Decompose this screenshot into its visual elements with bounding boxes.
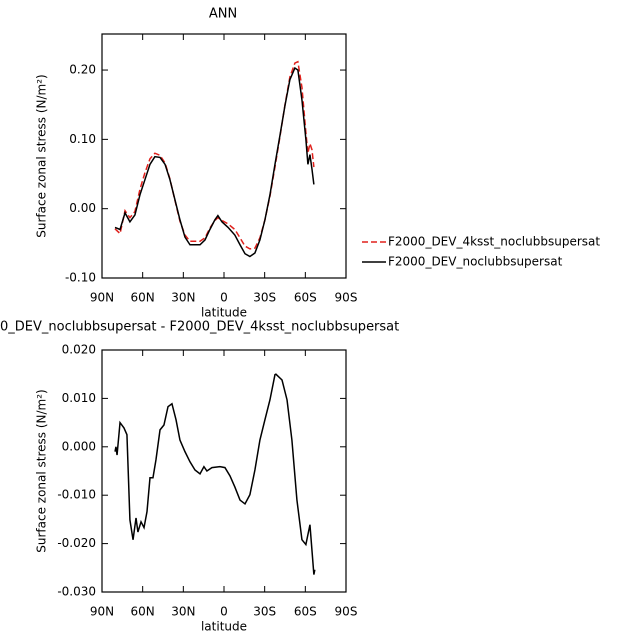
x-tick-label: 30N	[171, 605, 195, 619]
y-tick-label: -0.030	[57, 585, 96, 599]
chart-title: 0_DEV_noclubbsupersat - F2000_DEV_4ksst_…	[0, 320, 399, 335]
plot-frame	[101, 349, 347, 593]
x-tick-label: 90S	[335, 605, 358, 619]
legend-label: F2000_DEV_4ksst_noclubbsupersat	[388, 235, 600, 249]
y-tick-label: -0.10	[65, 271, 96, 285]
y-axis-label: Surface zonal stress (N/m²)	[35, 74, 49, 238]
y-tick-label: -0.010	[57, 488, 96, 502]
x-tick-label: 30S	[253, 605, 276, 619]
y-tick-label: 0.020	[62, 343, 96, 357]
x-tick-label: 60N	[131, 291, 155, 305]
legend-label: F2000_DEV_noclubbsupersat	[388, 255, 563, 269]
x-tick-label: 30S	[253, 291, 276, 305]
y-tick-label: -0.020	[57, 536, 96, 550]
chart-title: ANN	[209, 7, 237, 22]
x-tick-label: 0	[220, 605, 228, 619]
x-tick-label: 30N	[171, 291, 195, 305]
x-tick-label: 60S	[294, 291, 317, 305]
x-tick-label: 90N	[90, 291, 114, 305]
data-line	[114, 66, 315, 258]
y-tick-label: 0.010	[62, 391, 96, 405]
x-tick-label: 0	[220, 291, 228, 305]
y-axis-label: Surface zonal stress (N/m²)	[35, 389, 49, 553]
y-tick-label: 0.10	[69, 132, 96, 146]
x-axis-label: latitude	[201, 306, 247, 320]
x-tick-label: 90S	[335, 291, 358, 305]
x-tick-label: 60S	[294, 605, 317, 619]
y-tick-label: 0.000	[62, 439, 96, 453]
y-tick-label: 0.20	[69, 63, 96, 77]
x-axis-label: latitude	[201, 620, 247, 634]
data-line	[114, 373, 316, 575]
y-tick-label: 0.00	[69, 201, 96, 215]
data-line	[114, 60, 315, 250]
x-tick-label: 60N	[131, 605, 155, 619]
x-tick-label: 90N	[90, 605, 114, 619]
